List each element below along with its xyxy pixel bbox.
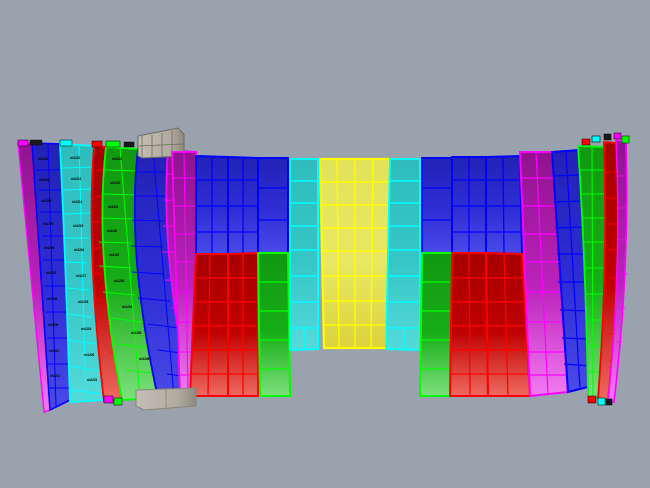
undeformed-reference-block[interactable] <box>137 127 185 159</box>
svg-text:sh1220: sh1220 <box>84 353 95 357</box>
svg-text:sh1202: sh1202 <box>38 157 49 161</box>
wall-column-w4-lower[interactable] <box>256 252 292 397</box>
svg-text:sh1223: sh1223 <box>110 181 121 185</box>
wall-column-w4-upper[interactable] <box>257 157 289 254</box>
wall-column-w5[interactable] <box>289 158 319 352</box>
svg-text:sh1216: sh1216 <box>74 248 85 252</box>
right-deformed-flange-stack[interactable] <box>577 132 630 406</box>
mesh-grid-w8-lower <box>420 281 452 370</box>
mesh-grid-left-cyan <box>61 144 104 402</box>
node-caps-right <box>581 132 630 146</box>
svg-text:sh1207: sh1207 <box>46 271 57 275</box>
svg-text:sh1222: sh1222 <box>112 157 123 161</box>
mesh-grid-w5 <box>290 180 318 350</box>
wall-column-w8-upper[interactable] <box>421 157 453 254</box>
mesh-grid-w4-upper <box>258 187 288 221</box>
svg-text:sh1218: sh1218 <box>78 300 89 304</box>
svg-text:sh1219: sh1219 <box>81 327 92 331</box>
ribbon-right-magenta[interactable] <box>607 139 628 404</box>
svg-text:sh1202: sh1202 <box>109 253 120 257</box>
svg-text:sh1212: sh1212 <box>70 156 81 160</box>
node-caps-right-bottom <box>587 395 613 406</box>
mesh-grid-w12 <box>552 150 592 390</box>
mesh-grid-w9-lower <box>450 252 488 397</box>
svg-text:sh1204: sh1204 <box>122 305 133 309</box>
primary-shear-wall[interactable] <box>171 148 594 398</box>
node-caps-left-top <box>17 139 135 148</box>
mesh-grid-w8-upper <box>422 187 452 221</box>
undeformed-base-slab[interactable] <box>135 387 197 411</box>
svg-text:sh1203: sh1203 <box>114 279 125 283</box>
mesh-grid-w9-upper <box>452 157 486 253</box>
wall-column-w8-lower[interactable] <box>418 252 454 397</box>
mesh-grid-w1 <box>173 151 196 396</box>
svg-text:sh1224: sh1224 <box>108 205 119 209</box>
svg-text:sh1206: sh1206 <box>44 246 55 250</box>
element-id-labels-left: sh1202 sh1203 sh1204 sh1205 sh1206 sh1207 s… <box>38 156 150 382</box>
wall-column-w1[interactable] <box>171 151 197 398</box>
svg-text:sh1214: sh1214 <box>72 200 83 204</box>
svg-text:sh1206: sh1206 <box>139 357 150 361</box>
mesh-grid-w4-lower <box>258 281 290 370</box>
svg-text:sh1213: sh1213 <box>71 177 82 181</box>
svg-text:sh1211: sh1211 <box>50 374 60 378</box>
mesh-grid-right-magenta <box>617 175 628 343</box>
mesh-grid-w6 <box>320 158 390 349</box>
svg-text:sh1215: sh1215 <box>73 224 84 228</box>
wall-column-w7[interactable] <box>384 158 421 352</box>
svg-text:sh1204: sh1204 <box>41 199 52 203</box>
svg-text:sh1205: sh1205 <box>43 222 54 226</box>
svg-text:sh1209: sh1209 <box>48 323 59 327</box>
node-caps-left-bottom <box>103 395 123 406</box>
svg-text:sh1225: sh1225 <box>107 229 118 233</box>
mesh-grid-w11 <box>521 151 567 395</box>
mesh-grid-w10-upper <box>486 155 522 255</box>
mesh-grid-w2-lower <box>191 253 228 397</box>
mesh-grid-left-blue2 <box>130 149 197 398</box>
mesh-grid-w3-lower <box>228 254 258 396</box>
mesh-grid-w10-lower <box>486 253 529 397</box>
svg-text:sh1217: sh1217 <box>76 274 87 278</box>
mesh-grid-left-blue <box>36 142 70 407</box>
svg-text:sh1203: sh1203 <box>39 178 50 182</box>
mesh-grid-w2-upper <box>196 156 228 254</box>
mesh-grid-w7 <box>387 180 420 350</box>
svg-text:sh1208: sh1208 <box>47 297 58 301</box>
svg-text:sh1221: sh1221 <box>87 378 98 382</box>
svg-text:sh1205: sh1205 <box>131 331 142 335</box>
mesh-grid-w3-upper <box>228 157 258 254</box>
svg-text:sh1210: sh1210 <box>49 349 60 353</box>
